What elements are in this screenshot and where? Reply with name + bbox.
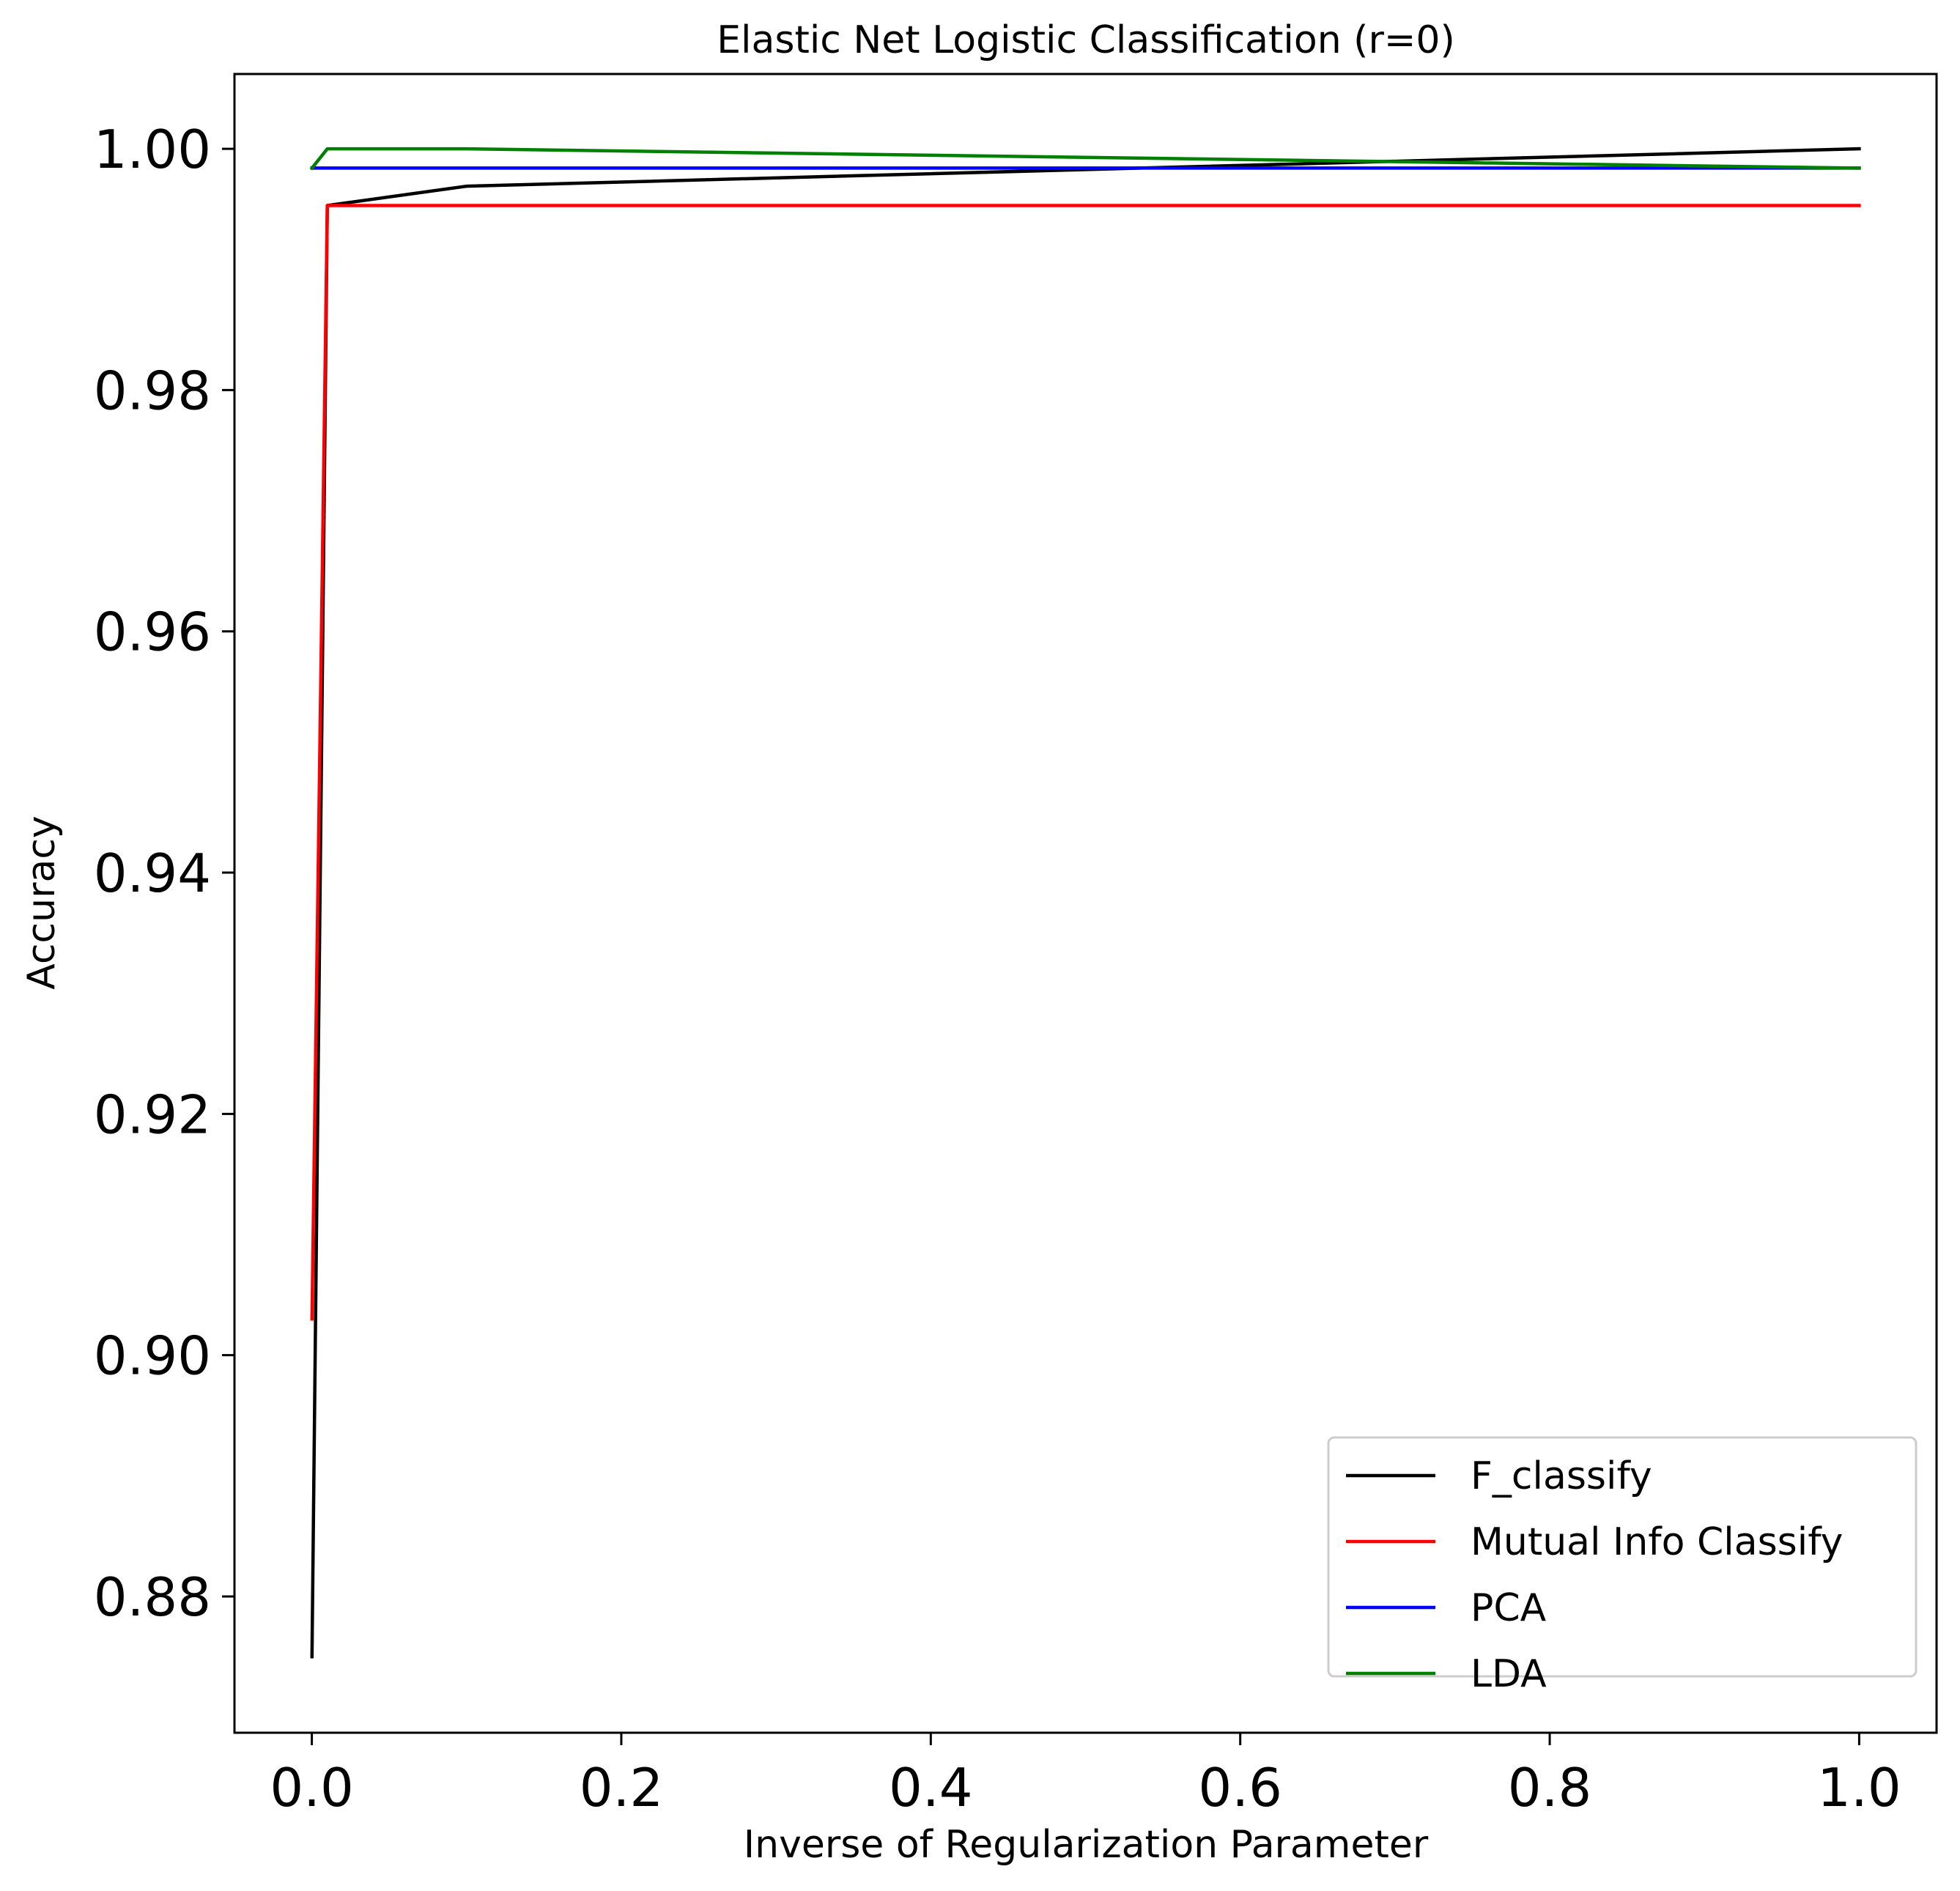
- plot-frame: [233, 73, 1938, 1734]
- series-line-mutual-info-classify: [310, 204, 1861, 1321]
- y-axis-label: Accuracy: [20, 815, 64, 989]
- legend-label-lda: LDA: [1471, 1652, 1547, 1696]
- y-tick-label: 0.88: [94, 1566, 211, 1628]
- x-tick-label: 0.0: [270, 1757, 354, 1818]
- y-tick-label: 0.92: [94, 1084, 211, 1145]
- legend-label-mutual-info-classify: Mutual Info Classify: [1471, 1520, 1843, 1564]
- series-lines: [309, 147, 1861, 1659]
- x-axis-label: Inverse of Regularization Parameter: [744, 1823, 1429, 1867]
- plot-border: [233, 73, 1938, 1734]
- series-line-lda: [309, 147, 1861, 171]
- legend: F_classify Mutual Info Classify PCA LDA: [1327, 1436, 1918, 1696]
- y-tick-label: 0.90: [94, 1325, 211, 1387]
- y-tick-label: 1.00: [94, 119, 211, 180]
- y-tick-label: 0.94: [94, 843, 211, 904]
- x-tick-label: 1.0: [1817, 1757, 1901, 1818]
- chart-title: Elastic Net Logistic Classification (r=0…: [717, 18, 1455, 62]
- x-tick-label: 0.2: [580, 1757, 664, 1818]
- x-axis-ticks: 0.0 0.2 0.4 0.6 0.8 1.0: [270, 1733, 1901, 1818]
- x-tick-label: 0.6: [1198, 1757, 1282, 1818]
- x-tick-label: 0.4: [889, 1757, 973, 1818]
- y-tick-label: 0.96: [94, 602, 211, 663]
- y-axis-ticks: 0.88 0.90 0.92 0.94 0.96 0.98 1.00: [94, 119, 234, 1628]
- legend-box: [1327, 1436, 1918, 1678]
- legend-label-f-classify: F_classify: [1471, 1454, 1652, 1498]
- x-tick-label: 0.8: [1508, 1757, 1592, 1818]
- legend-label-pca: PCA: [1471, 1586, 1547, 1630]
- y-tick-label: 0.98: [94, 360, 211, 421]
